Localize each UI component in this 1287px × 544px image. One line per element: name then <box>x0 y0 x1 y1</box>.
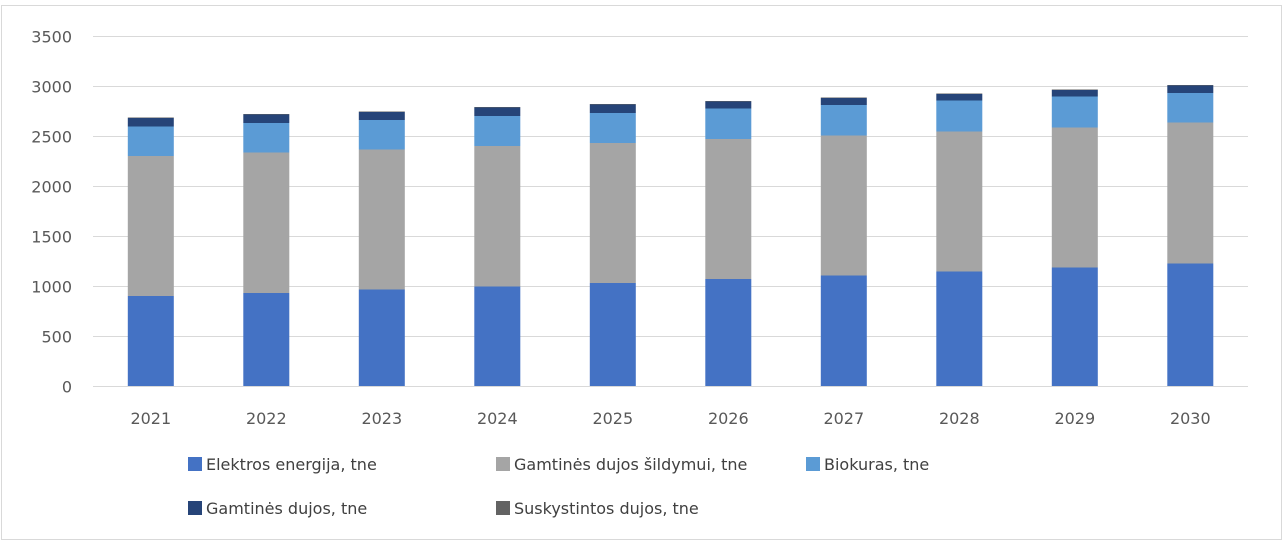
legend-item: Gamtinės dujos, tne <box>188 499 367 518</box>
bar-segment-2030-series-1 <box>1167 263 1214 386</box>
bar-segment-2028-series-2 <box>936 131 983 272</box>
bar-segment-2022-series-3 <box>243 123 290 153</box>
legend-item: Biokuras, tne <box>806 455 929 474</box>
bar-segment-2025-series-2 <box>589 143 636 283</box>
bar-segment-2030-series-5 <box>1167 85 1214 86</box>
bar-segment-2026-series-5 <box>705 101 752 102</box>
bar-segment-2029-series-1 <box>1051 267 1098 386</box>
bar-segment-2025-series-5 <box>589 104 636 105</box>
bar-segment-2023-series-3 <box>358 120 405 150</box>
bar-segment-2022-series-2 <box>243 152 290 293</box>
bar-segment-2028-series-3 <box>936 100 983 132</box>
y-axis: 0 500 1000 1500 2000 2500 3000 3500 <box>31 28 72 397</box>
x-tick-label: 2023 <box>361 409 402 428</box>
x-axis: 2021 2022 2023 2024 2025 2026 2027 2028 2029 2030 <box>130 409 1210 428</box>
x-tick-label: 2029 <box>1054 409 1095 428</box>
bar-segment-2024-series-5 <box>474 107 521 108</box>
bar-segment-2029-series-3 <box>1051 96 1098 128</box>
bar-segment-2026-series-2 <box>705 139 752 279</box>
bar-segment-2029-series-4 <box>1051 90 1098 97</box>
bar-segment-2023-series-1 <box>358 289 405 386</box>
y-tick-label: 2500 <box>31 128 72 147</box>
y-tick-label: 1000 <box>31 278 72 297</box>
legend-item: Suskystintos dujos, tne <box>496 499 699 518</box>
y-tick-label: 3000 <box>31 78 72 97</box>
x-tick-label: 2025 <box>592 409 633 428</box>
y-tick-label: 3500 <box>31 28 72 47</box>
bar-segment-2030-series-3 <box>1167 93 1214 123</box>
bar-segment-2030-series-4 <box>1167 85 1214 93</box>
legend-label: Biokuras, tne <box>824 455 929 474</box>
x-tick-label: 2024 <box>477 409 518 428</box>
x-tick-label: 2021 <box>130 409 171 428</box>
bar-segment-2023-series-5 <box>358 111 405 112</box>
bar-segment-2026-series-4 <box>705 101 752 109</box>
legend-swatch <box>496 457 510 471</box>
bar-segment-2023-series-2 <box>358 149 405 290</box>
legend-item: Gamtinės dujos šildymui, tne <box>496 455 747 474</box>
legend-label: Gamtinės dujos šildymui, tne <box>514 455 747 474</box>
bar-segment-2023-series-4 <box>358 112 405 120</box>
x-tick-label: 2030 <box>1170 409 1211 428</box>
y-tick-label: 2000 <box>31 178 72 197</box>
bar-segment-2028-series-1 <box>936 271 983 386</box>
bar-segment-2029-series-2 <box>1051 127 1098 268</box>
x-tick-label: 2028 <box>939 409 980 428</box>
bar-segment-2021-series-2 <box>127 156 174 296</box>
bar-segment-2021-series-5 <box>127 117 174 118</box>
legend-swatch <box>496 501 510 515</box>
bar-segment-2021-series-1 <box>127 296 174 386</box>
bar-segment-2022-series-5 <box>243 114 290 115</box>
bar-segment-2022-series-4 <box>243 114 290 123</box>
bar-segment-2027-series-3 <box>820 105 867 136</box>
bar-segment-2027-series-2 <box>820 135 867 276</box>
bar-segment-2021-series-4 <box>127 118 174 127</box>
bar-segment-2024-series-3 <box>474 116 521 146</box>
legend-swatch <box>806 457 820 471</box>
bar-segment-2030-series-2 <box>1167 122 1214 264</box>
bar-segment-2027-series-1 <box>820 275 867 386</box>
legend-label: Suskystintos dujos, tne <box>514 499 699 518</box>
legend-label: Elektros energija, tne <box>206 455 377 474</box>
bar-segment-2025-series-1 <box>589 283 636 386</box>
legend: Elektros energija, tne Gamtinės dujos šil… <box>188 455 929 518</box>
x-tick-label: 2026 <box>708 409 749 428</box>
bars <box>127 85 1214 386</box>
y-tick-label: 500 <box>41 328 72 347</box>
legend-label: Gamtinės dujos, tne <box>206 499 367 518</box>
bar-segment-2029-series-5 <box>1051 89 1098 90</box>
x-tick-label: 2022 <box>246 409 287 428</box>
bar-segment-2022-series-1 <box>243 293 290 386</box>
bar-segment-2024-series-2 <box>474 146 521 287</box>
bar-segment-2027-series-5 <box>820 97 867 98</box>
legend-item: Elektros energija, tne <box>188 455 377 474</box>
bar-segment-2027-series-4 <box>820 98 867 105</box>
bar-segment-2025-series-3 <box>589 113 636 143</box>
bar-segment-2021-series-3 <box>127 126 174 156</box>
bar-segment-2026-series-1 <box>705 279 752 386</box>
legend-swatch <box>188 457 202 471</box>
bar-segment-2028-series-5 <box>936 93 983 94</box>
y-tick-label: 0 <box>62 378 72 397</box>
bar-segment-2025-series-4 <box>589 104 636 113</box>
legend-swatch <box>188 501 202 515</box>
bar-segment-2026-series-3 <box>705 108 752 139</box>
bar-segment-2028-series-4 <box>936 94 983 101</box>
y-tick-label: 1500 <box>31 228 72 247</box>
x-tick-label: 2027 <box>823 409 864 428</box>
bar-segment-2024-series-1 <box>474 286 521 386</box>
bar-segment-2024-series-4 <box>474 107 521 116</box>
